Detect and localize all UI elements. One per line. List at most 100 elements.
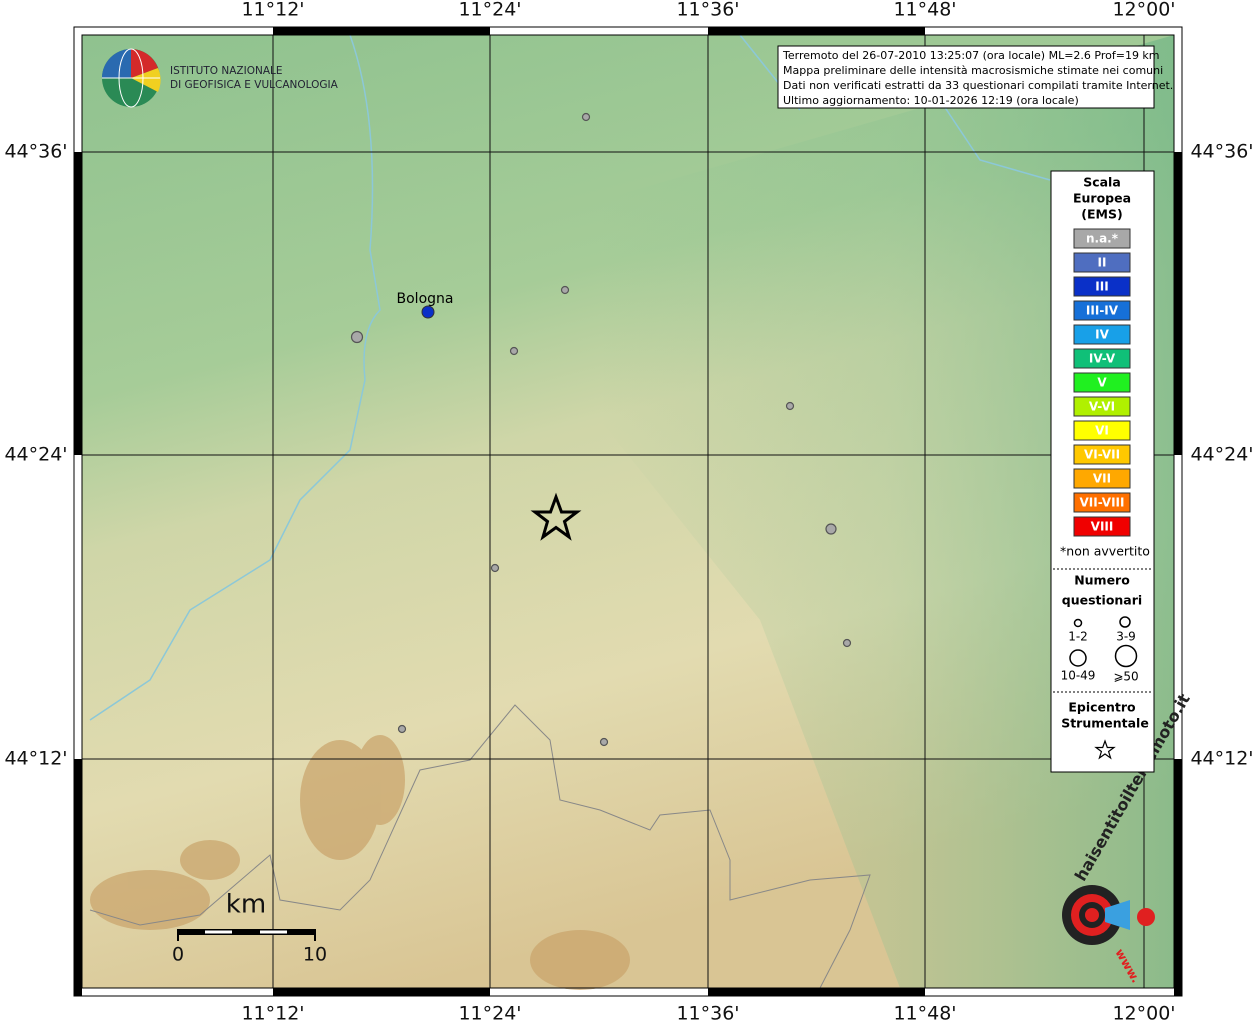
axis-labels: 11°12' 11°12' 11°24' 11°24' 11°36' 11°36' 11°4… bbox=[4, 0, 1253, 1025]
class-label: VII-VIII bbox=[1079, 496, 1124, 510]
plain bbox=[600, 35, 1174, 988]
shape bbox=[1073, 618, 1083, 628]
legend-title: Strumentale bbox=[1061, 716, 1149, 731]
class-label: II bbox=[1098, 256, 1107, 270]
size-label: 3-9 bbox=[1116, 630, 1136, 644]
lat-label: 44°12' bbox=[1190, 748, 1253, 770]
point bbox=[560, 285, 570, 295]
lon-label: 11°12' bbox=[241, 0, 304, 21]
shape bbox=[102, 49, 131, 78]
lon-label: 12°00' bbox=[1112, 0, 1175, 21]
lon-label: 11°36' bbox=[676, 0, 739, 21]
lon-label: 11°12' bbox=[241, 1003, 304, 1025]
class-swatch bbox=[1073, 372, 1131, 393]
shape bbox=[131, 68, 161, 92]
shape bbox=[89, 34, 381, 721]
legend-title: Numero bbox=[1074, 573, 1130, 588]
shape bbox=[205, 930, 232, 934]
shape bbox=[89, 704, 871, 989]
point bbox=[825, 523, 837, 535]
info-line: Ultimo aggiornamento: 10-01-2026 12:19 (… bbox=[783, 94, 1079, 107]
class-swatch bbox=[1073, 300, 1131, 321]
epicenter bbox=[530, 492, 582, 541]
point bbox=[397, 724, 407, 734]
shape bbox=[939, 99, 1051, 181]
institute-line: DI GEOFISICA E VULCANOLOGIA bbox=[170, 79, 339, 91]
shape bbox=[178, 929, 315, 935]
scale-label: 10 bbox=[303, 944, 327, 966]
legend-title: Scala bbox=[1083, 175, 1121, 190]
scale-unit: km bbox=[226, 890, 266, 920]
frame-band bbox=[1174, 152, 1182, 455]
lat-label: 44°24' bbox=[4, 444, 67, 466]
legend-title: questionari bbox=[1062, 593, 1142, 608]
frame-inner bbox=[81, 34, 1175, 989]
lon-label: 11°48' bbox=[893, 1003, 956, 1025]
frame-outer bbox=[73, 26, 1183, 997]
shape bbox=[102, 48, 160, 108]
legend-note: *non avvertito bbox=[1060, 544, 1150, 559]
frame-band bbox=[74, 152, 82, 455]
size-label: 1-2 bbox=[1068, 630, 1088, 644]
graticule bbox=[82, 35, 1174, 988]
info-line: Terremoto del 26-07-2010 13:25:07 (ora l… bbox=[782, 49, 1160, 62]
frame-band bbox=[273, 988, 490, 996]
class-swatch bbox=[1073, 492, 1131, 513]
lat-label: 44°24' bbox=[1190, 444, 1253, 466]
class-label: V-VI bbox=[1089, 400, 1115, 414]
shape bbox=[1094, 739, 1116, 760]
lon-label: 12°00' bbox=[1112, 1003, 1175, 1025]
size-label: 10-49 bbox=[1061, 669, 1096, 683]
size-label: ⩾50 bbox=[1113, 670, 1138, 684]
class-swatch bbox=[1073, 276, 1131, 297]
lat-label: 44°12' bbox=[4, 748, 67, 770]
frame-band bbox=[273, 27, 490, 35]
institute-line: ISTITUTO NAZIONALE bbox=[170, 65, 283, 77]
point bbox=[842, 638, 852, 648]
class-swatch bbox=[1073, 396, 1131, 417]
frame bbox=[73, 26, 1183, 997]
city-label: Bologna bbox=[397, 291, 454, 307]
shape bbox=[1105, 900, 1130, 930]
mountains bbox=[90, 735, 630, 990]
frame-band bbox=[74, 759, 82, 996]
info-box: Terremoto del 26-07-2010 13:25:07 (ora l… bbox=[777, 45, 1173, 109]
shape bbox=[1137, 908, 1155, 926]
legend: Scala Europea (EMS) *non avvertito Numer… bbox=[1050, 170, 1155, 773]
class-label: n.a.* bbox=[1086, 232, 1119, 246]
class-swatch bbox=[1073, 252, 1131, 273]
lat-label: 44°36' bbox=[1190, 141, 1253, 163]
shape bbox=[260, 930, 287, 934]
shape bbox=[131, 49, 158, 78]
scalebar: km 0 10 bbox=[172, 890, 327, 966]
class-label: III-IV bbox=[1086, 304, 1119, 318]
frame-band bbox=[708, 27, 925, 35]
lon-label: 11°24' bbox=[458, 1003, 521, 1025]
borders bbox=[89, 704, 871, 989]
class-swatch bbox=[1073, 444, 1131, 465]
lon-label: 11°24' bbox=[458, 0, 521, 21]
legend-title: (EMS) bbox=[1081, 207, 1122, 222]
point bbox=[581, 112, 591, 122]
legend-title: Epicentro bbox=[1068, 700, 1136, 715]
point bbox=[490, 563, 500, 573]
point bbox=[350, 330, 364, 344]
class-label: IV bbox=[1095, 328, 1109, 342]
lat-label: 44°36' bbox=[4, 141, 67, 163]
class-swatch bbox=[1073, 324, 1131, 345]
shape bbox=[180, 840, 240, 880]
frame-band bbox=[708, 988, 925, 996]
point bbox=[599, 737, 609, 747]
logo-ingv: ISTITUTO NAZIONALE DI GEOFISICA E VULCAN… bbox=[102, 48, 339, 108]
shape bbox=[90, 870, 210, 930]
class-swatch bbox=[1073, 348, 1131, 369]
class-label: IV-V bbox=[1089, 352, 1116, 366]
class-swatch bbox=[1073, 420, 1131, 441]
frame-band bbox=[1174, 759, 1182, 996]
shape bbox=[1114, 644, 1138, 668]
class-swatch bbox=[1073, 228, 1131, 249]
info-line: Dati non verificati estratti da 33 quest… bbox=[783, 79, 1173, 92]
legend-title: Europea bbox=[1073, 191, 1131, 206]
shape bbox=[1069, 649, 1087, 667]
